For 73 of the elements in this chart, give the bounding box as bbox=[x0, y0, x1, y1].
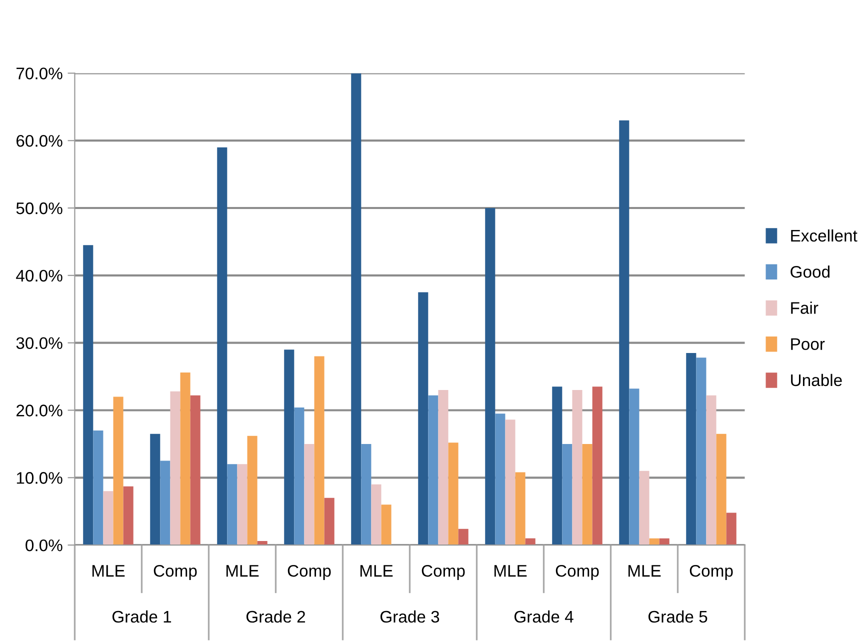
bar bbox=[351, 73, 362, 546]
legend-label: Good bbox=[790, 266, 830, 278]
bar bbox=[726, 512, 736, 546]
y-tick-label: 40.0% bbox=[16, 270, 62, 282]
x-tick-label: MLE bbox=[628, 565, 661, 577]
bar bbox=[294, 408, 304, 546]
bar bbox=[495, 414, 506, 546]
bar bbox=[629, 388, 640, 546]
x-tick-label: Comp bbox=[288, 564, 331, 580]
bar bbox=[381, 504, 392, 546]
bar bbox=[619, 120, 630, 546]
bar bbox=[237, 464, 248, 546]
bar bbox=[716, 434, 726, 546]
bar bbox=[324, 498, 334, 546]
legend-label: Excellent bbox=[791, 229, 858, 242]
bar bbox=[686, 352, 696, 546]
bar bbox=[150, 434, 160, 546]
bar bbox=[83, 245, 94, 546]
y-tick-label: 60.0% bbox=[16, 135, 62, 147]
x-tick-label: Comp bbox=[154, 564, 197, 580]
bar bbox=[505, 420, 516, 546]
bar bbox=[217, 147, 228, 546]
x-tick-label: MLE bbox=[494, 565, 527, 577]
x-tick-label: MLE bbox=[92, 565, 125, 577]
y-tick-label: 0.0% bbox=[26, 539, 62, 552]
x-tick-label: MLE bbox=[226, 565, 259, 577]
bar bbox=[485, 208, 496, 546]
bar bbox=[170, 391, 180, 546]
x-tick-label: Comp bbox=[556, 564, 599, 580]
legend-label: Poor bbox=[791, 338, 825, 350]
y-tick-label: 50.0% bbox=[16, 202, 62, 214]
bar bbox=[190, 395, 200, 546]
y-tick-label: 10.0% bbox=[16, 472, 62, 484]
bar bbox=[314, 356, 324, 546]
text: Grade 1 bbox=[112, 610, 172, 623]
bar bbox=[180, 372, 190, 546]
bar bbox=[592, 386, 602, 546]
x-tick-label: Comp bbox=[422, 564, 465, 580]
bar bbox=[284, 350, 294, 546]
bar bbox=[572, 390, 582, 546]
text: Grade 5 bbox=[648, 610, 708, 623]
bar bbox=[113, 396, 124, 546]
bar bbox=[103, 491, 114, 546]
bar bbox=[361, 444, 372, 546]
bar bbox=[448, 442, 458, 546]
bar bbox=[93, 430, 104, 546]
bar bbox=[696, 358, 706, 546]
legend-label: Unable bbox=[791, 374, 842, 386]
bar bbox=[562, 444, 572, 546]
bar bbox=[639, 470, 650, 546]
bar bbox=[371, 484, 382, 546]
bar bbox=[552, 386, 562, 546]
bar bbox=[458, 528, 468, 546]
bar bbox=[438, 390, 448, 546]
y-tick-label: 70.0% bbox=[16, 68, 62, 80]
y-tick-label: 30.0% bbox=[16, 337, 62, 350]
bar bbox=[123, 486, 134, 546]
bar bbox=[160, 460, 170, 546]
x-tick-label: Comp bbox=[690, 564, 733, 580]
text: Grade 3 bbox=[380, 610, 440, 623]
bar bbox=[515, 472, 526, 546]
bar bbox=[304, 444, 314, 546]
bar bbox=[706, 395, 716, 546]
bar bbox=[582, 444, 592, 546]
y-tick-label: 20.0% bbox=[16, 404, 62, 416]
text: Grade 4 bbox=[514, 610, 574, 623]
bar bbox=[428, 395, 438, 546]
bar bbox=[247, 436, 258, 546]
x-tick-label: MLE bbox=[360, 565, 393, 577]
bar bbox=[227, 464, 238, 546]
text: Grade 2 bbox=[246, 610, 306, 623]
bar bbox=[418, 292, 428, 546]
legend-label: Fair bbox=[791, 302, 818, 314]
